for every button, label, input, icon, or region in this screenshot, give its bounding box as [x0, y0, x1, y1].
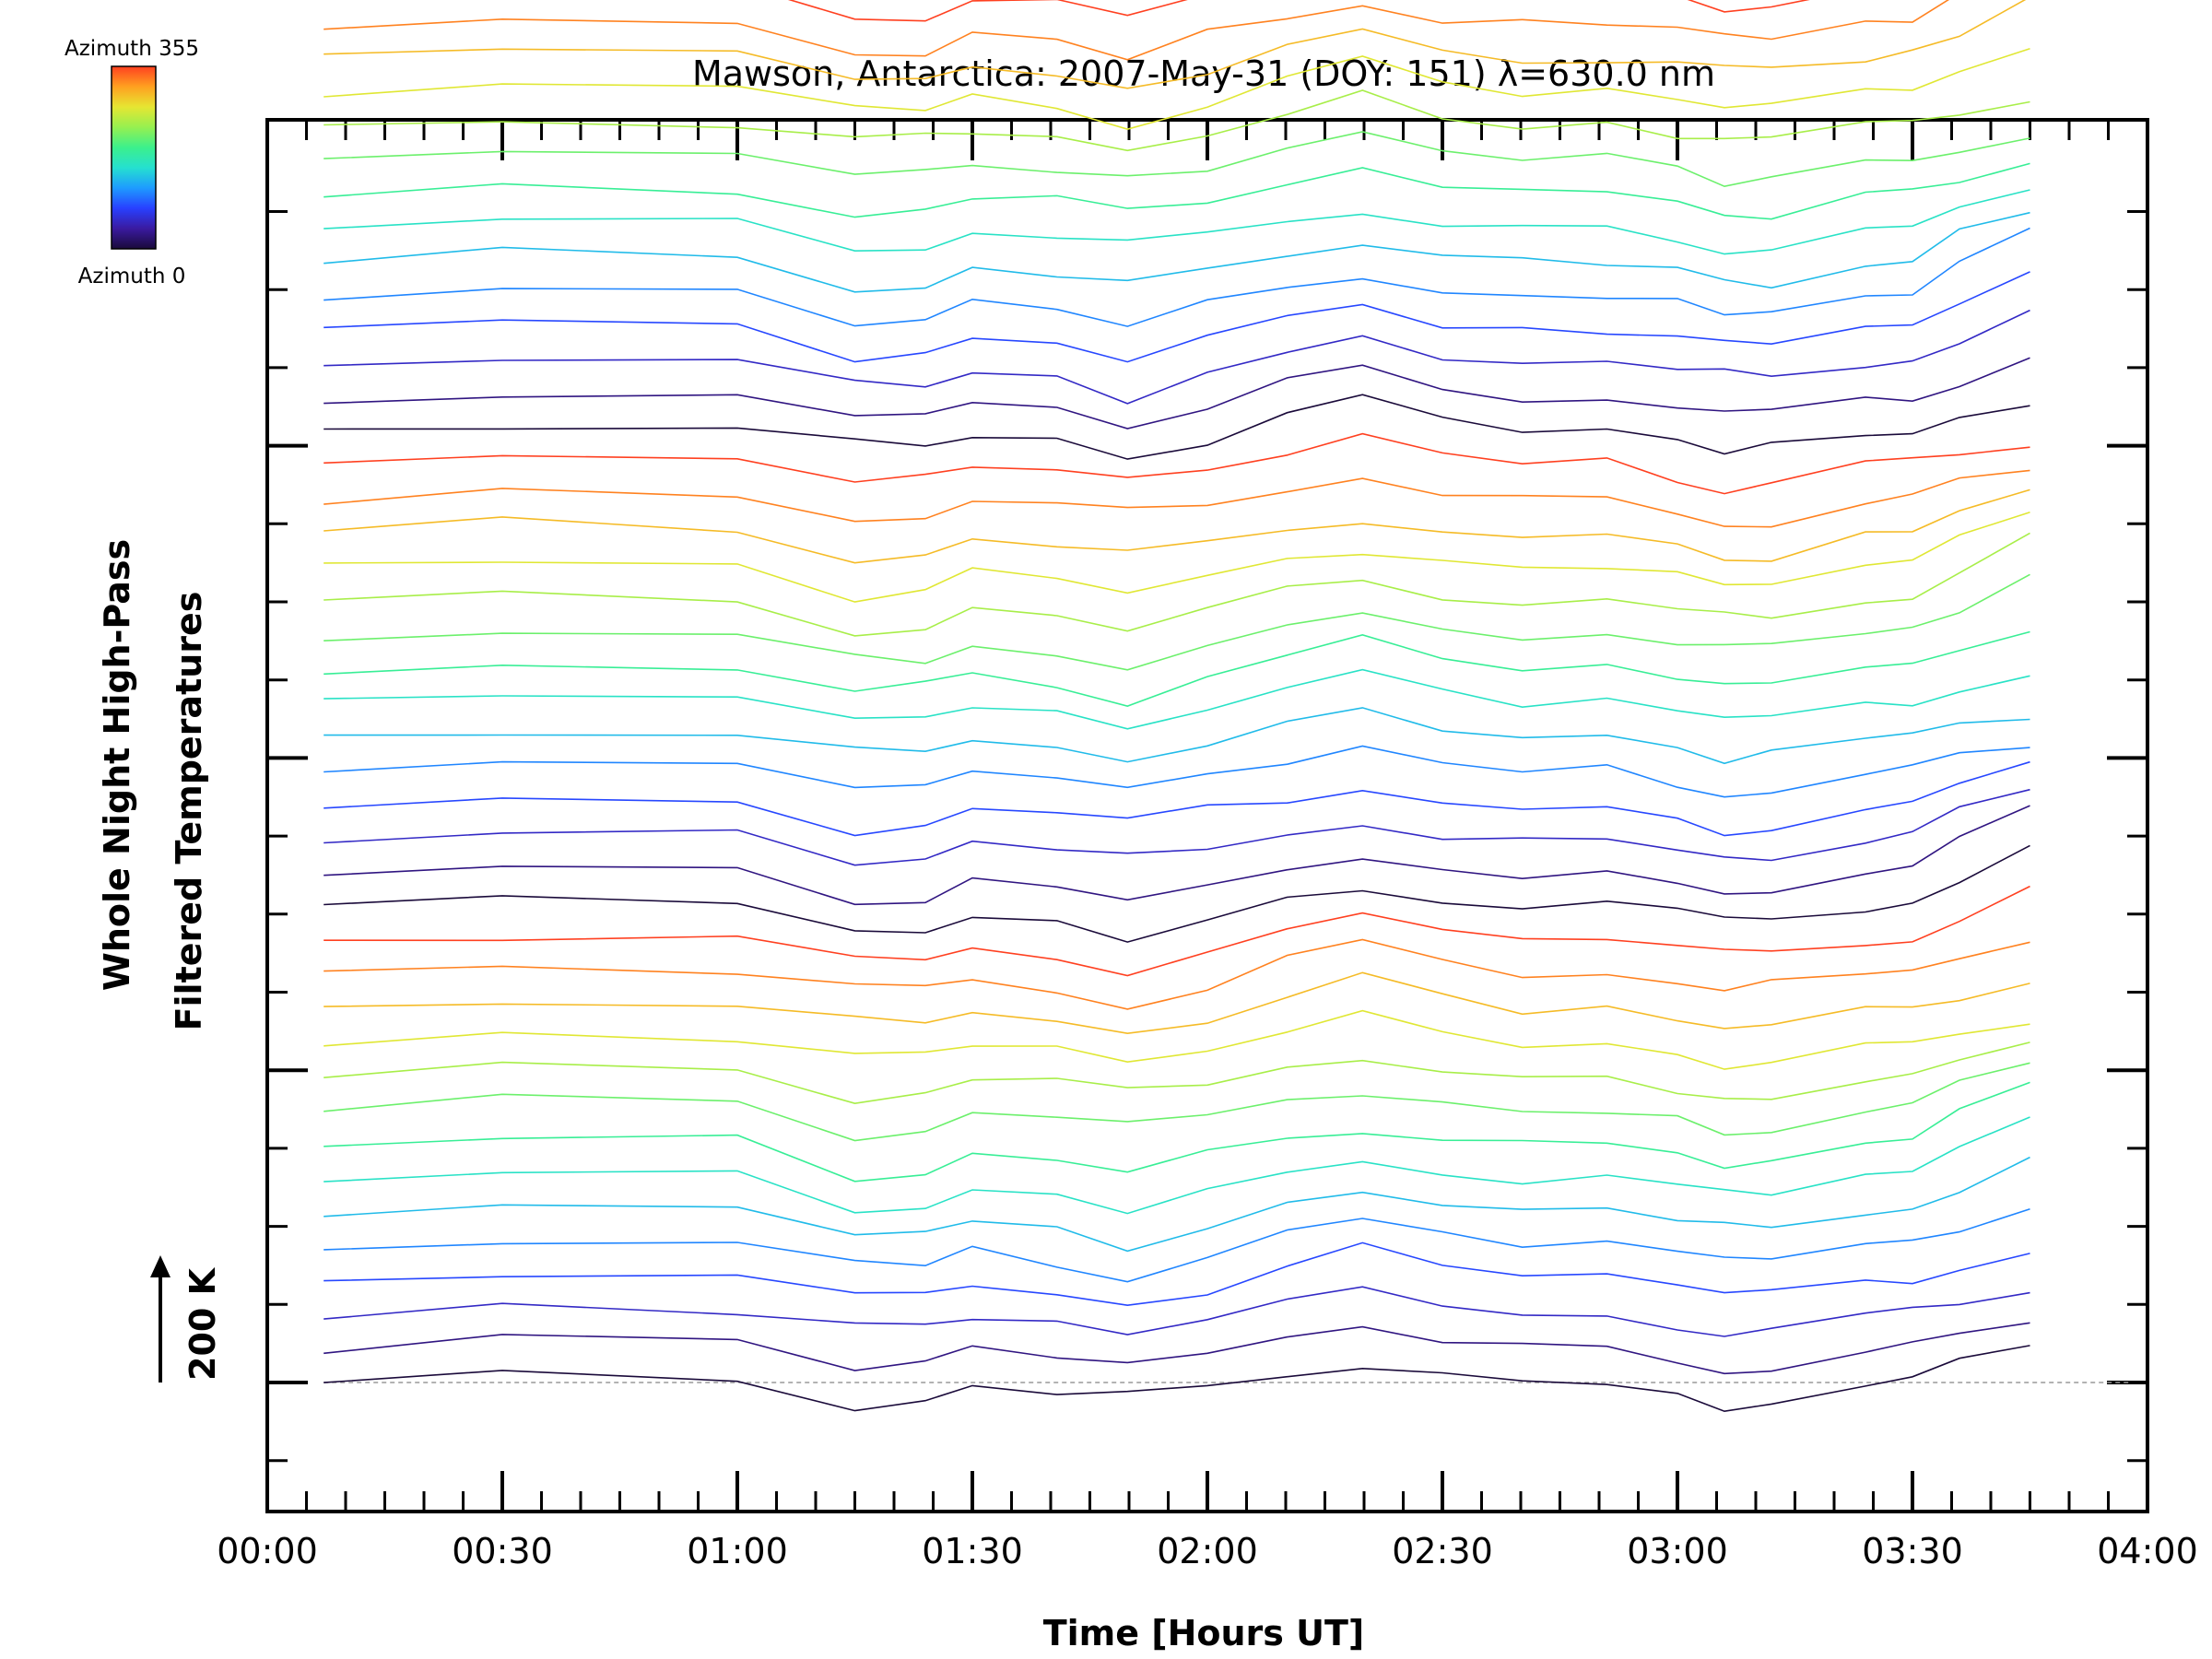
series-line [324, 1041, 2030, 1105]
series-line [324, 357, 2030, 429]
plot-frame [265, 118, 2149, 1513]
series-line [324, 227, 2030, 327]
series-line [324, 573, 2030, 671]
series-line [324, 89, 2030, 152]
x-tick-label: 02:30 [1392, 1531, 1493, 1571]
x-axis-tick-labels: 00:00 00:30 01:00 01:30 02:00 02:30 03:00 03:30… [217, 1531, 2198, 1571]
series-line [324, 469, 2030, 528]
x-tick-label: 03:30 [1862, 1531, 1963, 1571]
scale-bar-label: 200 K [182, 1266, 223, 1381]
series-line [324, 1081, 2030, 1182]
series-line [324, 760, 2030, 837]
series-line [324, 162, 2030, 220]
series-line [324, 0, 2027, 89]
series-line [324, 47, 2030, 131]
series-line [324, 844, 2030, 943]
series-line [324, 1241, 2030, 1307]
series-line [324, 1009, 2030, 1070]
scale-bar: 200 K [150, 1255, 223, 1382]
x-axis-ticks [265, 120, 2149, 1512]
series-line [324, 0, 1950, 61]
x-tick-label: 04:00 [2097, 1531, 2198, 1571]
series-line [324, 805, 2030, 906]
series-line [324, 745, 2030, 798]
series-line [324, 432, 2030, 495]
series-line [324, 1116, 2030, 1215]
series-line [324, 788, 2030, 866]
series-line [324, 1322, 2030, 1375]
series-line [324, 309, 2030, 405]
scale-bar-arrow-head [150, 1255, 171, 1277]
colorbar-top-label: Azimuth 355 [65, 37, 199, 61]
x-tick-label: 00:30 [452, 1531, 553, 1571]
series-line [324, 189, 2030, 255]
y-axis-label-line-2: Filtered Temperatures [169, 592, 209, 1031]
series-line [324, 1345, 2030, 1413]
colorbar-gradient [111, 65, 157, 250]
y-axis-label: Whole Night High-Pass Filtered Temperatu… [97, 539, 209, 1030]
series-line [324, 394, 2030, 460]
series-line [324, 971, 2030, 1035]
colorbar: Azimuth 355 Azimuth 0 [65, 37, 199, 288]
series-line [324, 211, 2030, 293]
x-tick-label: 00:00 [217, 1531, 318, 1571]
series-line [324, 1208, 2030, 1283]
series-line [324, 488, 2030, 564]
x-tick-label: 02:00 [1157, 1531, 1258, 1571]
colorbar-bottom-label: Azimuth 0 [78, 265, 186, 288]
series-line [324, 532, 2030, 637]
x-tick-label: 01:00 [687, 1531, 788, 1571]
x-tick-label: 03:00 [1627, 1531, 1728, 1571]
x-tick-label: 01:30 [922, 1531, 1023, 1571]
series-line [324, 885, 2030, 977]
y-axis-ticks [267, 210, 2147, 1463]
series-line [324, 1286, 2030, 1337]
chart-title: Mawson, Antarctica: 2007-May-31 (DOY: 15… [692, 53, 1715, 94]
series-line [324, 1156, 2030, 1253]
series-line [787, 0, 1810, 22]
series-line [324, 271, 2030, 363]
temperature-series [324, 0, 2132, 1413]
series-line [324, 1062, 2030, 1142]
series-line [324, 668, 2030, 730]
series-line [324, 131, 2030, 188]
x-axis-label: Time [Hours UT] [1043, 1613, 1365, 1653]
series-line [324, 707, 2030, 765]
series-line [324, 938, 2030, 1010]
series-line [324, 630, 2030, 707]
series-line [324, 512, 2030, 603]
y-axis-label-line-1: Whole Night High-Pass [97, 539, 137, 991]
